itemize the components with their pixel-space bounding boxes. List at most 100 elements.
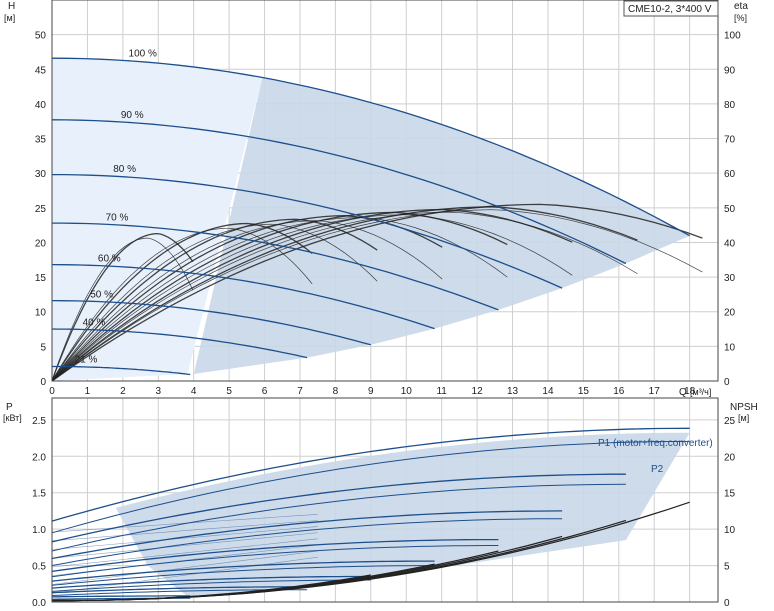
head-tick-label: 50 — [35, 31, 47, 42]
eta-tick-label: 100 — [724, 31, 741, 42]
x-tick-label: 10 — [401, 386, 413, 397]
head-tick-label: 0 — [40, 377, 46, 388]
head-low-flow-region — [52, 58, 263, 381]
speed-curve-label: 70 % — [106, 212, 129, 223]
efficiency-curve — [51, 206, 638, 382]
power-guide-line — [51, 544, 318, 577]
x-tick-label: 9 — [368, 386, 374, 397]
power-tick-label: 1.0 — [32, 525, 46, 536]
speed-curve — [51, 328, 308, 359]
x-tick-label: 17 — [649, 386, 661, 397]
p2-series-label: P2 — [651, 464, 664, 475]
flow-axis-title: Q — [679, 387, 687, 398]
head-tick-label: 25 — [35, 204, 47, 215]
x-tick-label: 2 — [120, 386, 126, 397]
npsh-curves — [52, 501, 690, 602]
power-guide-line — [51, 532, 318, 559]
x-tick-label: 7 — [297, 386, 303, 397]
npsh-axis-unit: [м] — [738, 413, 749, 423]
npsh-curve — [52, 574, 371, 602]
eta-tick-label: 40 — [724, 238, 736, 249]
efficiency-curve — [51, 208, 573, 382]
model-label: CME10-2, 3*400 V — [628, 4, 712, 15]
speed-curve — [51, 263, 435, 330]
x-tick-label: 6 — [262, 386, 268, 397]
power-guide-line — [51, 538, 318, 568]
p1-curve — [51, 595, 191, 598]
npsh-axis-title: NPSH — [730, 402, 758, 413]
speed-curve-label: 21 % — [75, 355, 98, 366]
eta-tick-label: 90 — [724, 65, 736, 76]
npsh-tick-label: 10 — [724, 525, 736, 536]
speed-curve — [51, 57, 691, 237]
eta-axis-title: eta — [734, 1, 748, 12]
speed-curve — [51, 299, 371, 346]
head-envelope — [52, 58, 690, 381]
head-tick-label: 45 — [35, 65, 47, 76]
p1-curve — [51, 575, 371, 589]
speed-curve-label: 90 % — [121, 110, 144, 121]
x-tick-label: 0 — [49, 386, 55, 397]
speed-curve — [52, 173, 563, 289]
eta-tick-label: 50 — [724, 204, 736, 215]
eta-axis-unit: [%] — [734, 13, 747, 23]
power-guide-line — [51, 514, 318, 533]
efficiency-curve — [51, 217, 508, 382]
power-axis-unit: [кВт] — [3, 413, 22, 423]
head-plot-frame — [51, 0, 719, 382]
npsh-tick-label: 5 — [724, 562, 730, 573]
head-tick-label: 5 — [40, 342, 46, 353]
head-operating-envelope — [190, 77, 690, 375]
x-tick-label: 14 — [542, 386, 554, 397]
npsh-tick-label: 0 — [724, 598, 730, 609]
power-tick-label: 1.5 — [32, 489, 46, 500]
speed-curve — [52, 365, 191, 376]
eta-tick-label: 80 — [724, 100, 736, 111]
efficiency-curve — [51, 237, 194, 382]
power-axis-title: P — [6, 402, 13, 413]
efficiency-curve — [51, 222, 313, 382]
x-tick-label: 1 — [85, 386, 91, 397]
speed-curve-label: 80 % — [113, 164, 136, 175]
x-tick-label: 16 — [613, 386, 625, 397]
p2-curve — [51, 579, 371, 592]
head-tick-label: 15 — [35, 273, 47, 284]
speed-curve — [52, 222, 499, 311]
flow-axis-unit: [м³/ч] — [690, 387, 711, 397]
power-tick-label: 2.0 — [32, 452, 46, 463]
p1-curve — [51, 560, 435, 582]
p2-curve — [51, 440, 690, 534]
efficiency-curve — [51, 211, 508, 382]
eta-tick-label: 30 — [724, 273, 736, 284]
power-guide-line — [51, 550, 318, 585]
p1-series-label: P1 (motor+freq.converter) — [598, 438, 713, 449]
x-tick-label: 8 — [333, 386, 339, 397]
power-tick-label: 0.0 — [32, 598, 46, 609]
power-tick-label: 0.5 — [32, 562, 46, 573]
p2-curve — [51, 518, 563, 566]
eta-tick-label: 0 — [724, 377, 730, 388]
p1-curve — [51, 538, 499, 573]
p1-curve — [51, 510, 563, 560]
model-label-box — [623, 0, 719, 17]
head-tick-label: 10 — [35, 308, 47, 319]
p1-curve — [51, 473, 626, 543]
x-tick-label: 12 — [472, 386, 484, 397]
head-tick-label: 35 — [35, 135, 47, 146]
x-tick-label: 3 — [155, 386, 161, 397]
eta-tick-label: 20 — [724, 308, 736, 319]
speed-curve-label: 100 % — [129, 49, 157, 60]
head-tick-label: 30 — [35, 169, 47, 180]
eta-tick-label: 70 — [724, 135, 736, 146]
speed-curve-label: 50 % — [90, 289, 113, 300]
x-tick-label: 5 — [226, 386, 232, 397]
efficiency-curve — [51, 218, 378, 382]
efficiency-curve — [51, 203, 703, 382]
power-tick-label: 2.5 — [32, 416, 46, 427]
power-guide-line — [51, 520, 318, 542]
x-tick-label: 15 — [578, 386, 590, 397]
p1-curve — [51, 586, 308, 594]
head-speed-curves: 100 % 90 % 80 % 70 % 60 % 50 % 40 % 21 % — [51, 49, 691, 376]
npsh-tick-label: 15 — [724, 489, 736, 500]
